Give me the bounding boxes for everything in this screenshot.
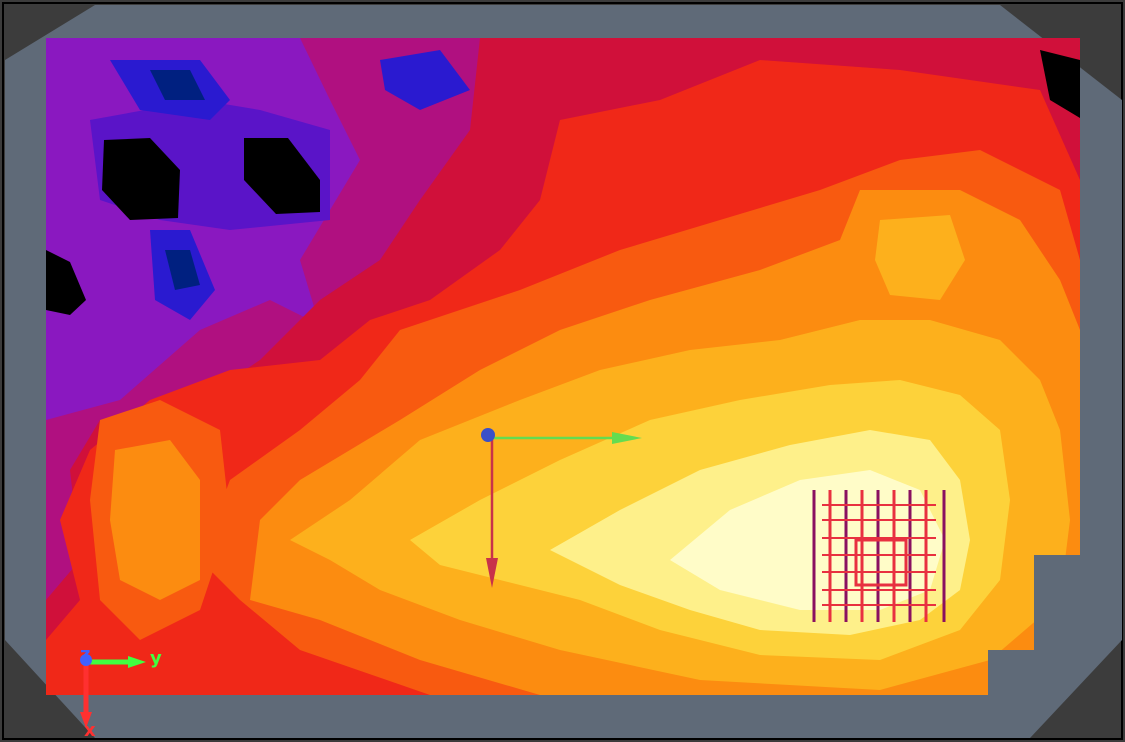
triad-x-label: x	[84, 720, 96, 741]
gizmo-y-arrowhead-icon[interactable]	[612, 432, 642, 444]
contour-band-black	[244, 138, 320, 214]
origin-sphere-icon[interactable]	[481, 428, 495, 442]
rebar-inner-loop	[854, 538, 908, 587]
triad-y-label: y	[150, 648, 162, 669]
axis-triad: z y x	[80, 644, 162, 741]
triad-y-arrowhead-icon	[128, 656, 146, 668]
contour-band-black	[46, 250, 86, 315]
contour-band-black	[102, 138, 180, 220]
triad-z-label: z	[80, 644, 90, 665]
triad-z-axis-icon	[80, 654, 92, 666]
contour-band-blue	[380, 50, 470, 110]
contour-band-black	[1040, 50, 1080, 118]
triad-x-arrowhead-icon	[80, 712, 92, 728]
local-axis-gizmo[interactable]	[481, 428, 642, 588]
contour-band-dark-blue	[150, 70, 205, 100]
contour-band-dark-blue	[165, 250, 200, 290]
rebar-mesh-icon[interactable]	[812, 490, 946, 622]
gizmo-x-arrowhead-icon[interactable]	[486, 558, 498, 588]
